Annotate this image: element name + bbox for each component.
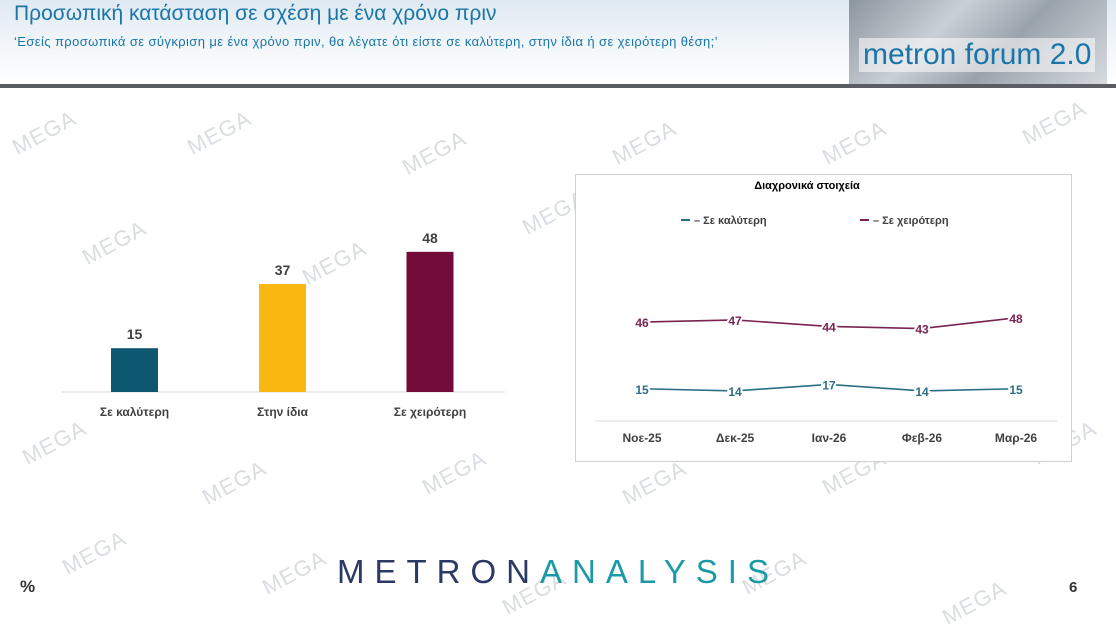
brand-analysis: ANALYSIS	[540, 553, 779, 590]
bar	[111, 348, 158, 392]
line-data-label: 15	[1009, 383, 1023, 397]
line-data-label: 46	[635, 316, 649, 330]
bar	[406, 251, 454, 392]
line-x-tick-label: Νοε-25	[622, 431, 661, 445]
header-divider	[0, 84, 1116, 88]
line-data-label: 15	[635, 383, 649, 397]
line-data-label: 14	[728, 385, 742, 399]
line-data-label: 48	[1009, 312, 1023, 326]
line-data-label: 17	[822, 378, 836, 392]
bar	[259, 283, 306, 392]
unit-label: %	[20, 577, 36, 596]
bar-category-label: Σε χειρότερη	[394, 405, 466, 419]
line-data-label: 47	[728, 314, 742, 328]
metron-analysis-logo: METRONANALYSIS	[0, 553, 1116, 591]
line-data-label: 14	[915, 385, 929, 399]
page-number: 6	[1069, 579, 1078, 596]
brand-metron: METRON	[337, 553, 541, 590]
slide-subtitle: ‘Εσείς προσωπικά σε σύγκριση με ένα χρόν…	[14, 34, 718, 49]
bar-value-label: 15	[127, 326, 143, 342]
series-line	[641, 383, 1017, 392]
bar-category-label: Σε καλύτερη	[100, 405, 169, 419]
line-x-tick-label: Μαρ-26	[995, 431, 1037, 445]
bar-category-label: Στην ίδια	[257, 405, 309, 419]
bar-value-label: 37	[275, 262, 291, 278]
slide-title: Προσωπική κατάσταση σε σχέση με ένα χρόν…	[14, 2, 497, 25]
bar-value-label: 48	[422, 230, 438, 246]
line-data-label: 44	[822, 320, 836, 334]
trend-chart-panel	[575, 174, 1072, 462]
legend-label: – Σε χειρότερη	[873, 215, 949, 227]
line-x-tick-label: Φεβ-26	[902, 431, 943, 445]
metron-forum-logo: metron forum 2.0	[849, 0, 1107, 84]
line-x-tick-label: Ιαν-26	[812, 431, 847, 445]
line-chart-title: Διαχρονικά στοιχεία	[754, 180, 860, 192]
line-x-tick-label: Δεκ-25	[716, 431, 755, 445]
line-data-label: 43	[915, 323, 929, 337]
logo-text: metron forum 2.0	[859, 38, 1096, 72]
series-line	[641, 317, 1017, 330]
legend-label: – Σε καλύτερη	[694, 215, 767, 227]
